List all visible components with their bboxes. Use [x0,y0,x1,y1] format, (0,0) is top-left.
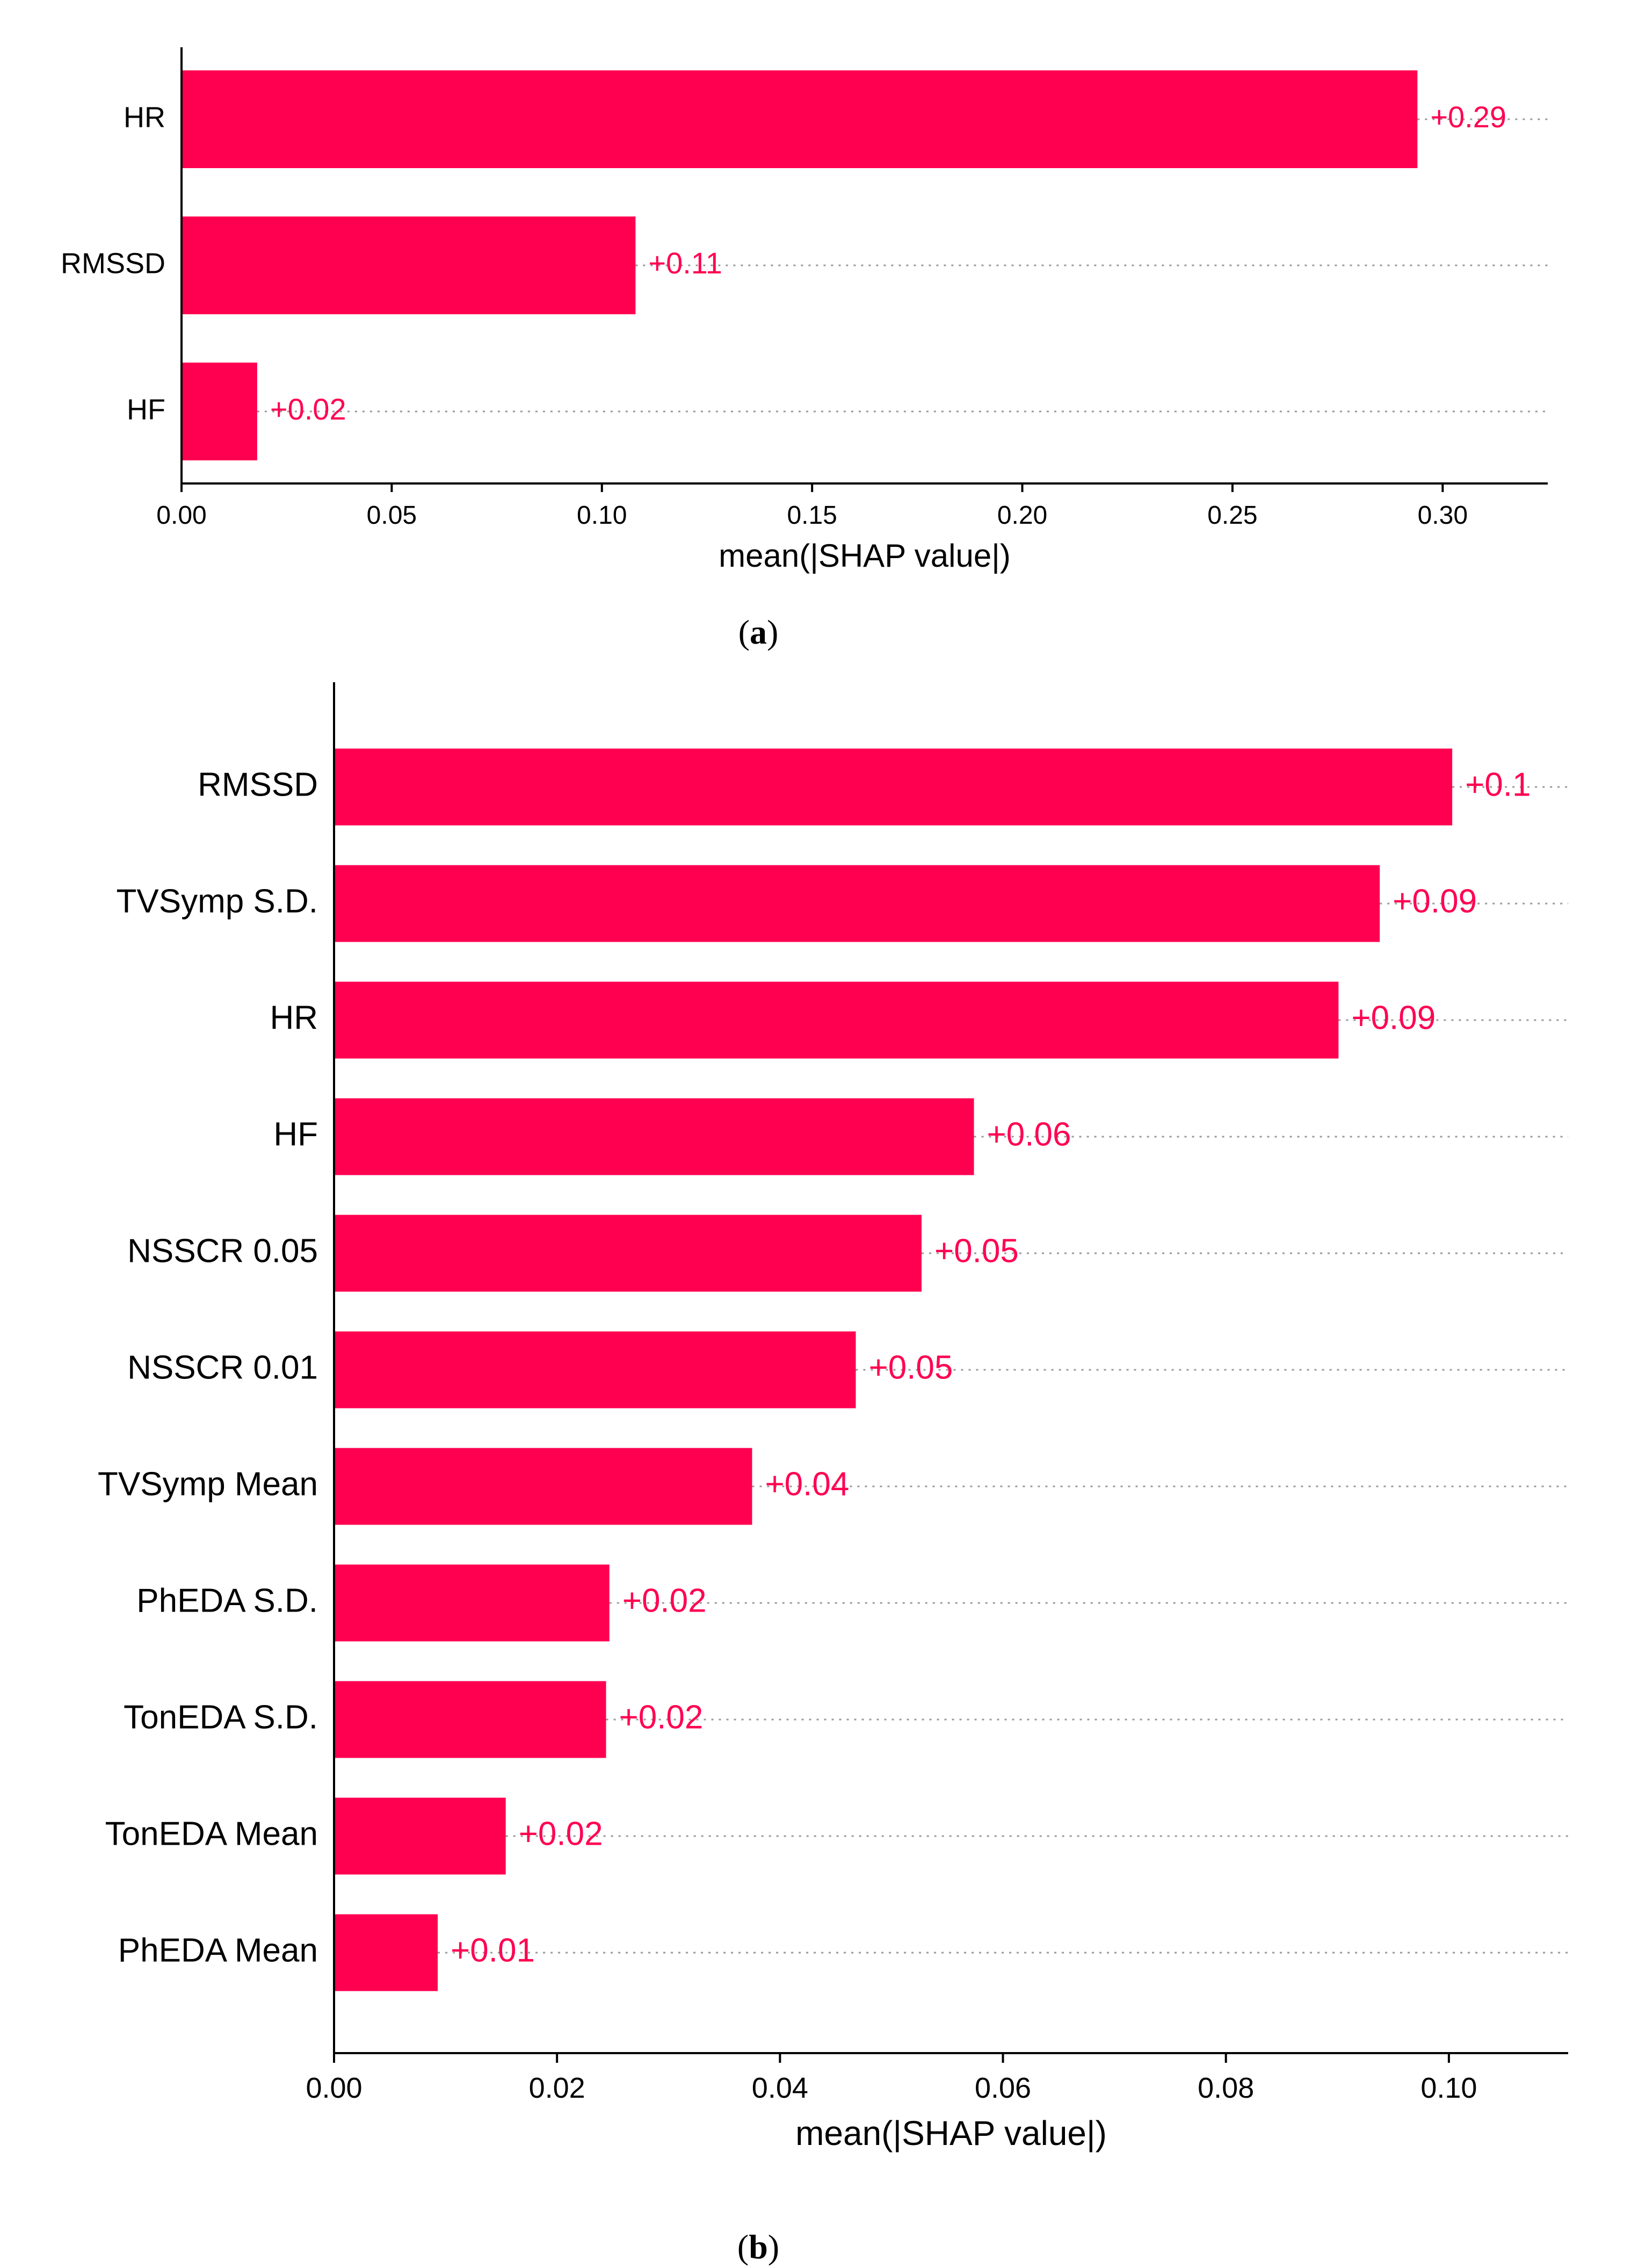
x-axis-title-a: mean(|SHAP value|) [719,538,1011,574]
bar-b-1 [334,865,1380,942]
x-tick-label-b-2: 0.04 [752,2072,808,2104]
x-tick-label-b-5: 0.10 [1420,2072,1477,2104]
bar-b-8 [334,1681,606,1758]
category-label-b-1: TVSymp S.D. [116,883,318,920]
caption-a: (a) [738,613,779,651]
x-tick-label-a-6: 0.30 [1418,501,1468,530]
caption-b-letter: b [749,2228,768,2266]
x-tick-label-b-4: 0.08 [1198,2072,1254,2104]
value-label-b-0: +0.1 [1465,766,1531,803]
value-label-a-1: +0.11 [648,246,722,280]
category-label-b-4: NSSCR 0.05 [127,1232,318,1269]
bar-b-3 [334,1098,974,1175]
category-label-b-9: TonEDA Mean [105,1815,318,1852]
value-label-a-0: +0.29 [1430,100,1506,134]
category-label-b-2: HR [270,999,318,1036]
category-label-b-6: TVSymp Mean [98,1465,318,1503]
category-label-b-7: PhEDA S.D. [136,1582,318,1619]
category-label-b-3: HF [273,1116,318,1153]
x-tick-label-a-2: 0.10 [577,501,627,530]
bar-a-1 [182,216,636,314]
value-label-b-1: +0.09 [1393,883,1477,920]
category-label-a-1: RMSSD [61,247,165,279]
bar-a-0 [182,70,1418,168]
x-tick-label-a-3: 0.15 [787,501,837,530]
x-tick-label-a-4: 0.20 [997,501,1047,530]
category-label-a-0: HR [124,101,165,133]
bar-b-6 [334,1448,752,1525]
value-label-b-4: +0.05 [934,1232,1019,1269]
value-label-b-10: +0.01 [451,1932,535,1969]
bar-b-5 [334,1331,856,1409]
shap-bar-chart-a: HR +0.29 RMSSD +0.11 HF +0.02 0.00 0.05 0.10 0.15… [61,47,1548,574]
category-label-b-0: RMSSD [198,766,318,803]
x-tick-label-a-1: 0.05 [367,501,417,530]
value-label-b-3: +0.06 [987,1116,1071,1153]
x-tick-label-a-0: 0.00 [156,501,206,530]
value-label-b-7: +0.02 [622,1582,707,1619]
category-label-a-2: HF [127,393,165,425]
value-label-b-8: +0.02 [619,1699,704,1736]
x-axis-title-b: mean(|SHAP value|) [795,2114,1107,2153]
bar-a-2 [182,363,257,460]
category-label-b-5: NSSCR 0.01 [127,1349,318,1386]
caption-b: (b) [737,2228,780,2266]
bar-b-7 [334,1564,610,1642]
category-label-b-8: TonEDA S.D. [124,1699,318,1736]
x-tick-label-b-3: 0.06 [975,2072,1031,2104]
value-label-b-6: +0.04 [765,1465,849,1503]
bar-b-0 [334,748,1453,826]
shap-bar-chart-b: RMSSD +0.1 TVSymp S.D. +0.09 HR +0.09 HF +0.06 N… [98,682,1568,2153]
bar-b-4 [334,1215,922,1292]
bar-b-2 [334,981,1339,1059]
category-label-b-10: PhEDA Mean [118,1932,318,1969]
value-label-a-2: +0.02 [270,392,346,426]
value-label-b-5: +0.05 [869,1349,953,1386]
x-tick-label-a-5: 0.25 [1207,501,1257,530]
x-tick-label-b-0: 0.00 [306,2072,362,2104]
x-tick-label-b-1: 0.02 [529,2072,585,2104]
value-label-b-2: +0.09 [1351,999,1436,1036]
value-label-b-9: +0.02 [519,1815,603,1852]
bar-b-10 [334,1914,438,1991]
caption-a-letter: a [750,613,767,651]
bar-b-9 [334,1797,506,1875]
